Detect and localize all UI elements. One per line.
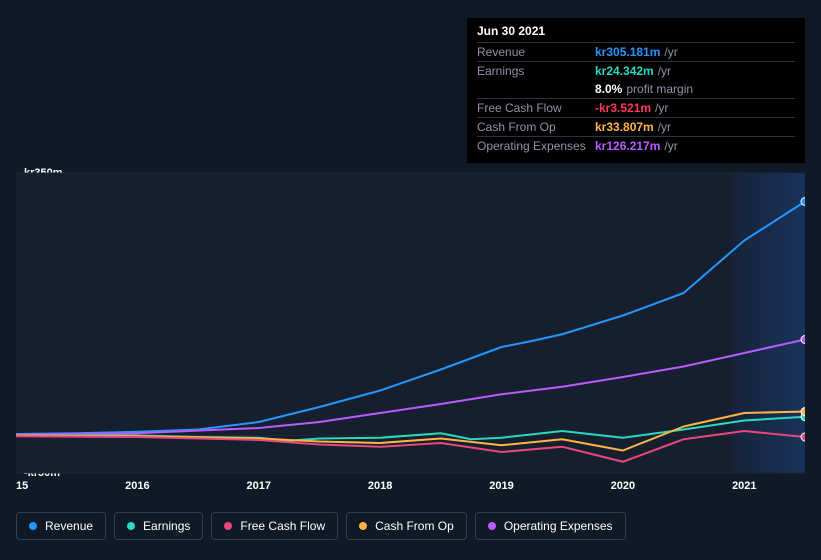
- data-tooltip: Jun 30 2021 Revenuekr305.181m/yrEarnings…: [467, 18, 805, 163]
- tooltip-row-suffix: /yr: [664, 45, 677, 59]
- legend-dot-icon: [488, 522, 496, 530]
- legend-label: Revenue: [45, 519, 93, 533]
- legend-label: Free Cash Flow: [240, 519, 325, 533]
- svg-text:2019: 2019: [489, 480, 513, 492]
- legend-item-operating-expenses[interactable]: Operating Expenses: [475, 512, 626, 540]
- chart-area: 2015 2016 2017 2018 2019 2020 2021: [16, 155, 805, 495]
- tooltip-row-label: Operating Expenses: [477, 139, 595, 153]
- tooltip-row-value: kr305.181m: [595, 45, 660, 59]
- tooltip-row-value: kr126.217m: [595, 139, 660, 153]
- legend-dot-icon: [224, 522, 232, 530]
- tooltip-row-label: [477, 82, 595, 96]
- tooltip-row-value: kr24.342m: [595, 64, 654, 78]
- tooltip-row-value: kr33.807m: [595, 120, 654, 134]
- tooltip-row: Revenuekr305.181m/yr: [477, 42, 795, 61]
- tooltip-row: Cash From Opkr33.807m/yr: [477, 117, 795, 136]
- tooltip-row-suffix: /yr: [664, 139, 677, 153]
- tooltip-row-suffix: /yr: [658, 120, 671, 134]
- tooltip-row-label: Revenue: [477, 45, 595, 59]
- tooltip-row-suffix: /yr: [658, 64, 671, 78]
- legend-item-cash-from-op[interactable]: Cash From Op: [346, 512, 467, 540]
- svg-text:2015: 2015: [16, 480, 28, 492]
- svg-text:2016: 2016: [125, 480, 149, 492]
- tooltip-row-suffix: /yr: [655, 101, 668, 115]
- legend-item-revenue[interactable]: Revenue: [16, 512, 106, 540]
- svg-text:2020: 2020: [611, 480, 635, 492]
- tooltip-row-label: Cash From Op: [477, 120, 595, 134]
- legend-dot-icon: [29, 522, 37, 530]
- tooltip-row-label: Free Cash Flow: [477, 101, 595, 115]
- svg-text:2021: 2021: [732, 480, 756, 492]
- tooltip-row-value: 8.0%: [595, 82, 622, 96]
- chart-svg: 2015 2016 2017 2018 2019 2020 2021: [16, 155, 805, 495]
- tooltip-row: 8.0% profit margin: [477, 80, 795, 98]
- tooltip-date: Jun 30 2021: [477, 24, 795, 42]
- svg-text:2018: 2018: [368, 480, 392, 492]
- tooltip-row: Operating Expenseskr126.217m/yr: [477, 136, 795, 155]
- tooltip-row-value: -kr3.521m: [595, 101, 651, 115]
- legend-label: Operating Expenses: [504, 519, 613, 533]
- svg-text:2017: 2017: [247, 480, 271, 492]
- tooltip-rows: Revenuekr305.181m/yrEarningskr24.342m/yr…: [477, 42, 795, 155]
- legend-label: Cash From Op: [375, 519, 454, 533]
- legend: Revenue Earnings Free Cash Flow Cash From O…: [16, 512, 626, 540]
- tooltip-row-label: Earnings: [477, 64, 595, 78]
- legend-label: Earnings: [143, 519, 190, 533]
- legend-item-free-cash-flow[interactable]: Free Cash Flow: [211, 512, 338, 540]
- tooltip-row: Earningskr24.342m/yr: [477, 61, 795, 80]
- legend-dot-icon: [127, 522, 135, 530]
- legend-dot-icon: [359, 522, 367, 530]
- tooltip-row: Free Cash Flow-kr3.521m/yr: [477, 98, 795, 117]
- tooltip-row-suffix: profit margin: [626, 82, 693, 96]
- legend-item-earnings[interactable]: Earnings: [114, 512, 203, 540]
